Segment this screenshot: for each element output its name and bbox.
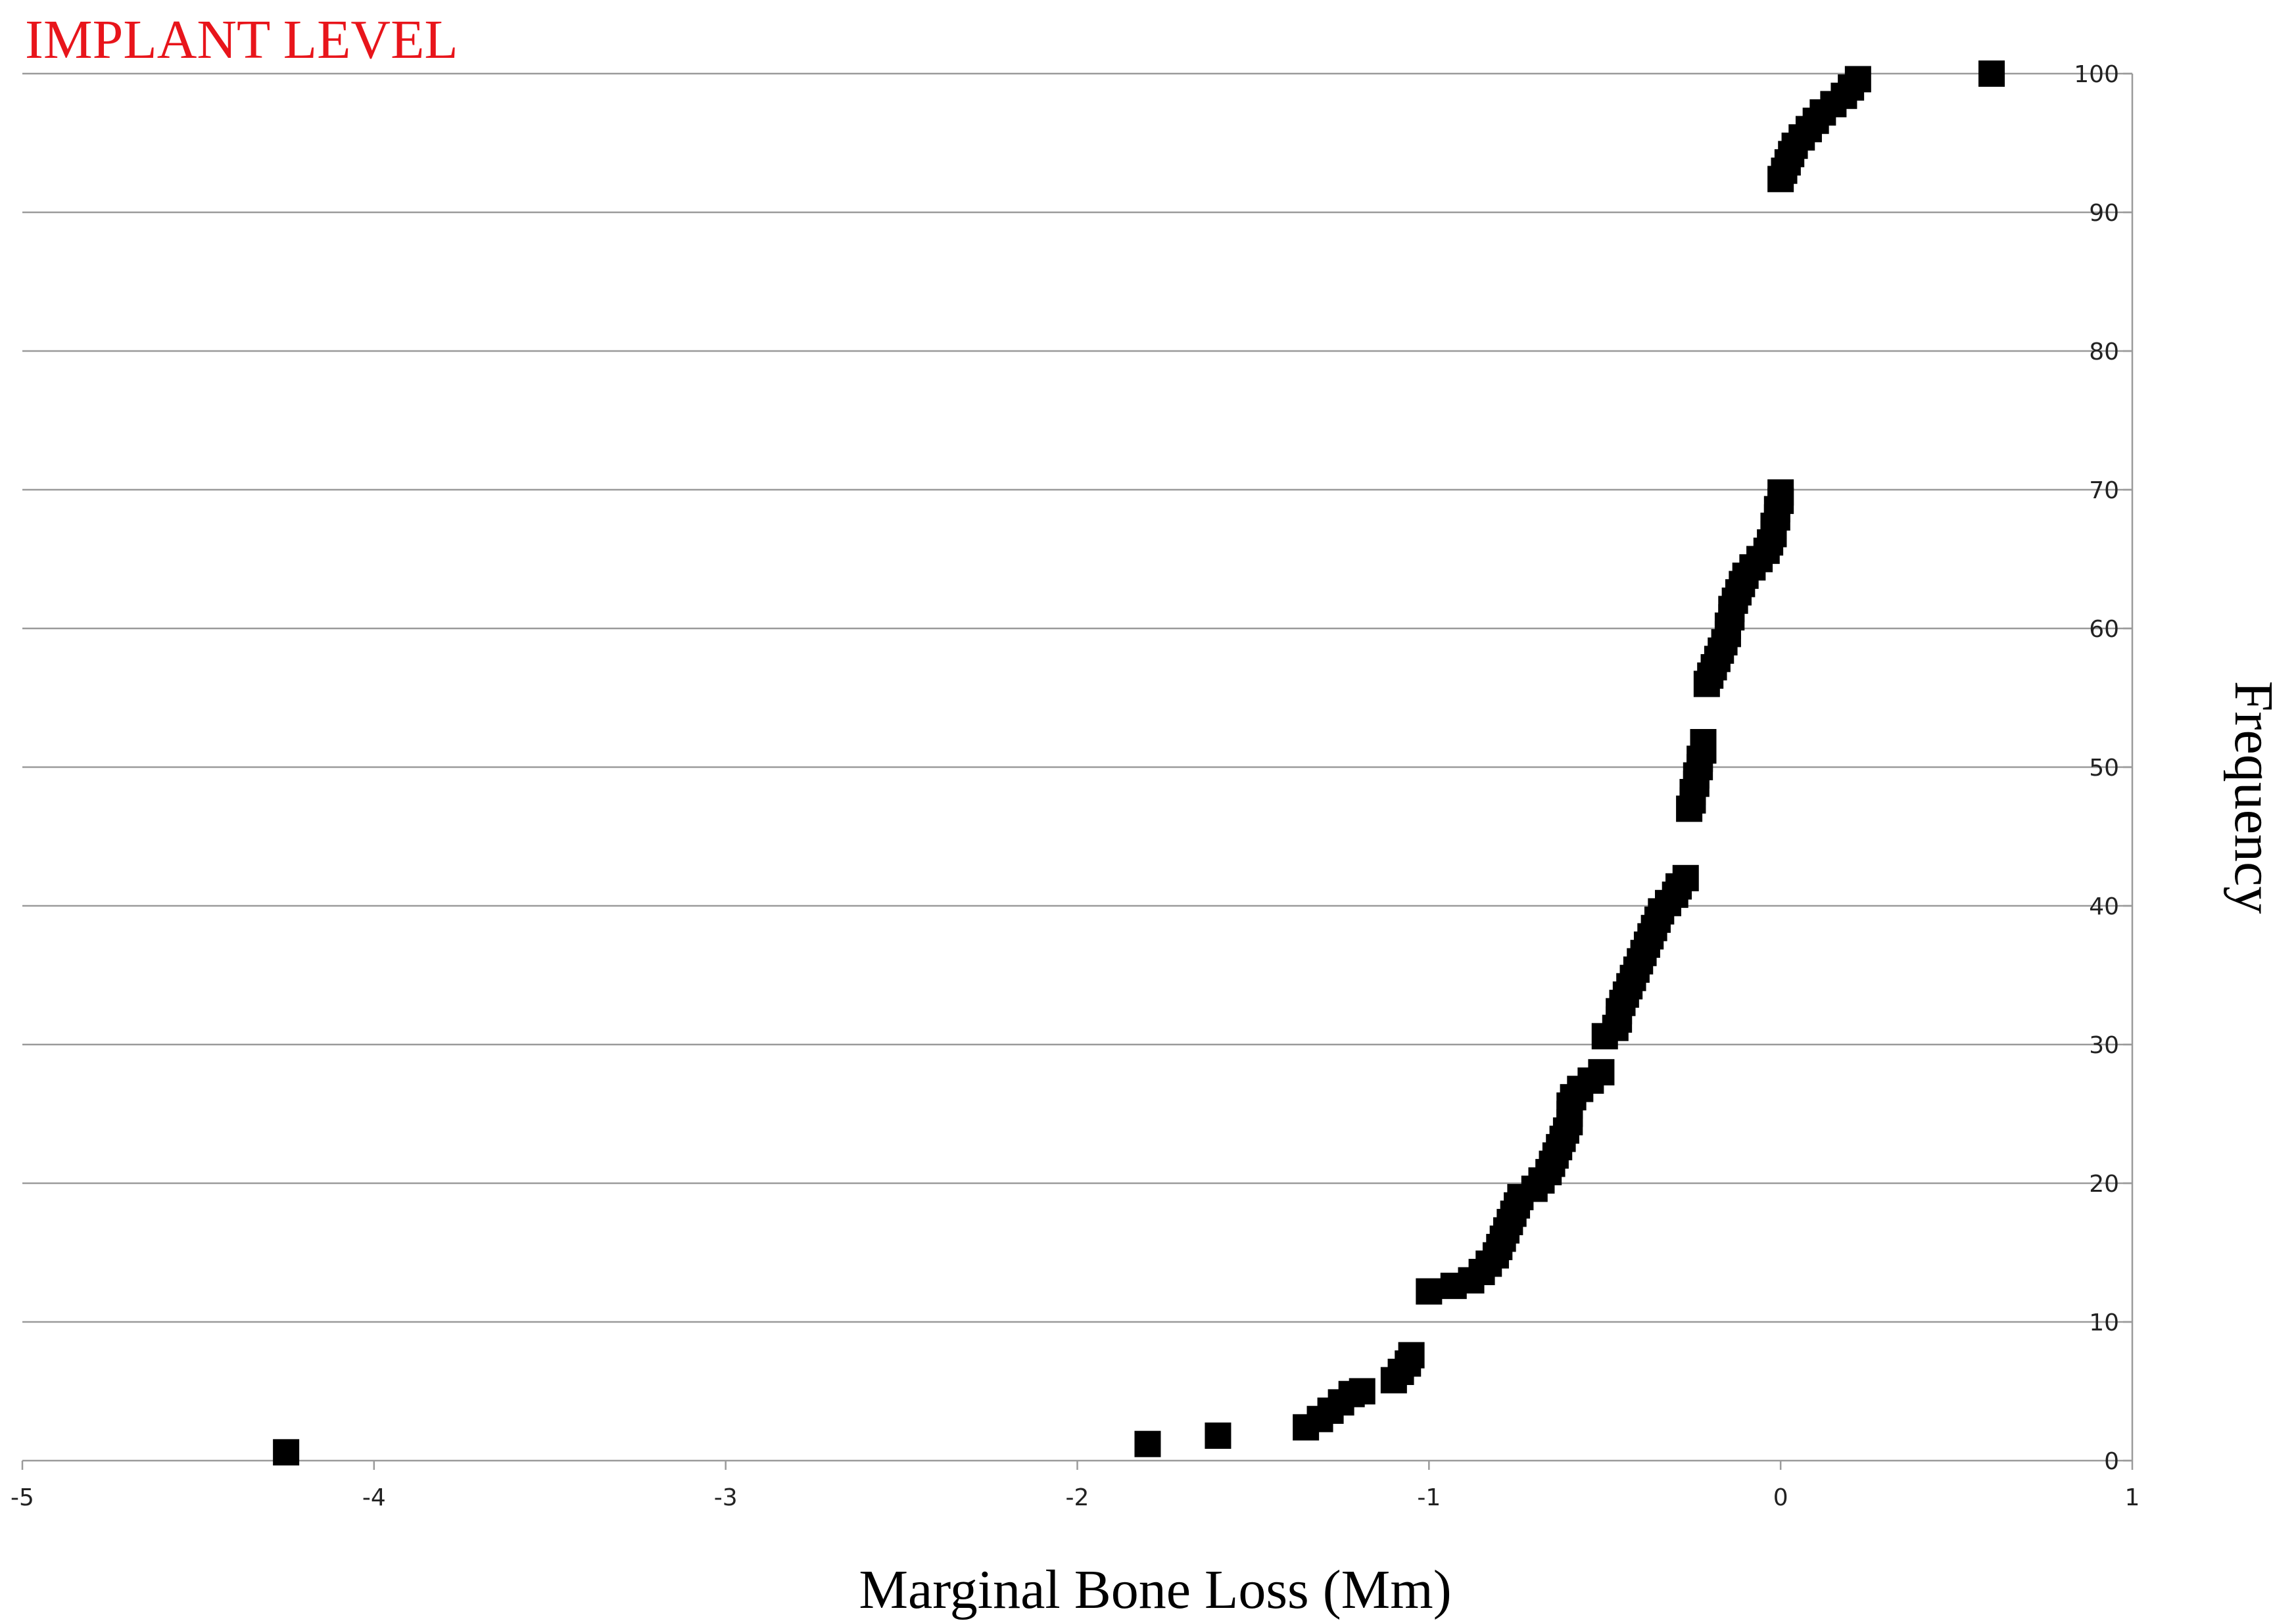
x-tick-label: -5 [11,1484,34,1511]
y-tick-label: 80 [2089,339,2119,365]
data-point [1588,1059,1615,1086]
y-tick-label: 0 [2104,1448,2119,1475]
data-point [1844,66,1871,93]
y-tick-label: 20 [2089,1171,2119,1198]
data-point [1416,1278,1443,1305]
y-tick-label: 70 [2089,477,2119,504]
data-point [1398,1342,1425,1369]
data-point [1767,479,1794,506]
data-point [1690,729,1717,756]
y-tick-label: 90 [2089,200,2119,227]
chart-title: IMPLANT LEVEL [25,9,458,70]
x-tick-label: 1 [2125,1484,2140,1511]
x-tick-label: -2 [1066,1484,1089,1511]
data-point [1205,1423,1232,1449]
data-point [273,1439,300,1466]
y-tick-label: 60 [2089,616,2119,643]
data-points [273,60,2005,1466]
y-tick-label: 100 [2074,61,2119,88]
x-axis-label: Marginal Bone Loss (Mm) [859,1559,1451,1620]
data-point [1134,1430,1161,1457]
y-tick-label: 10 [2089,1309,2119,1336]
y-tick-label: 50 [2089,755,2119,782]
y-axis-label: Frequency [2223,681,2284,914]
axes [21,72,2134,1470]
y-tick-label: 40 [2089,893,2119,920]
x-tick-label: -4 [362,1484,386,1511]
data-point [1672,864,1699,891]
y-tick-label: 30 [2089,1032,2119,1059]
x-tick-label: -1 [1417,1484,1441,1511]
gridlines [22,72,2132,1323]
x-tick-label: -3 [714,1484,738,1511]
data-point [1978,60,2005,87]
x-tick-label: 0 [1773,1484,1788,1511]
data-point [1349,1378,1375,1405]
